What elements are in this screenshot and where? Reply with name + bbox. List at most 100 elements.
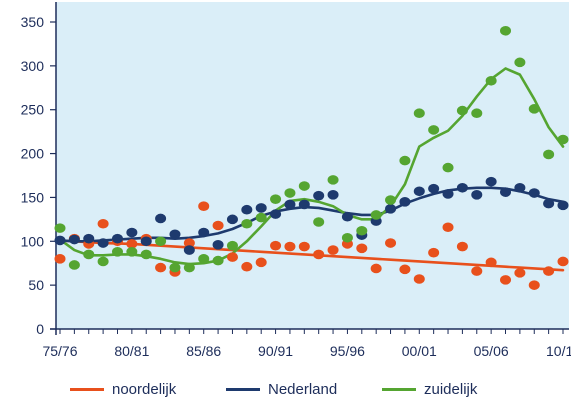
- plot-area: [56, 2, 569, 329]
- point-noordelijk: [413, 274, 425, 284]
- legend-label-nederland: Nederland: [268, 380, 338, 398]
- point-nederland: [83, 233, 95, 244]
- point-zuidelijk: [557, 134, 569, 145]
- point-zuidelijk: [68, 260, 80, 270]
- point-nederland: [514, 182, 526, 193]
- point-zuidelijk: [183, 262, 195, 273]
- point-noordelijk: [456, 241, 468, 252]
- legend-item-noordelijk: noordelijk: [70, 378, 176, 400]
- point-zuidelijk: [140, 249, 152, 260]
- point-nederland: [140, 236, 152, 247]
- point-nederland: [169, 229, 181, 240]
- point-nederland: [198, 227, 210, 238]
- point-zuidelijk: [500, 25, 512, 36]
- point-zuidelijk: [356, 225, 368, 236]
- point-zuidelijk: [97, 256, 109, 267]
- point-noordelijk: [514, 268, 526, 278]
- point-noordelijk: [356, 243, 368, 254]
- point-zuidelijk: [298, 181, 310, 191]
- point-nederland: [442, 189, 454, 199]
- point-noordelijk: [284, 241, 296, 252]
- legend-swatch-nederland: [226, 387, 260, 391]
- y-tick-label: 100: [21, 233, 45, 249]
- point-nederland: [313, 190, 325, 201]
- point-zuidelijk: [341, 232, 353, 243]
- point-noordelijk: [327, 245, 339, 255]
- point-nederland: [111, 233, 123, 244]
- point-nederland: [183, 245, 195, 255]
- x-tick-label: 75/76: [42, 343, 77, 359]
- x-tick-label: 90/91: [258, 343, 293, 359]
- point-noordelijk: [54, 254, 66, 264]
- point-zuidelijk: [327, 175, 339, 185]
- point-noordelijk: [183, 238, 195, 248]
- point-noordelijk: [155, 262, 167, 273]
- point-nederland: [485, 176, 497, 187]
- point-zuidelijk: [126, 247, 138, 257]
- point-noordelijk: [198, 201, 210, 211]
- point-noordelijk: [543, 266, 555, 276]
- point-noordelijk: [313, 249, 325, 260]
- x-tick-label: 10/11: [546, 343, 571, 359]
- point-zuidelijk: [428, 125, 440, 135]
- point-noordelijk: [428, 247, 440, 258]
- point-noordelijk: [370, 263, 382, 274]
- point-nederland: [341, 211, 353, 222]
- point-nederland: [327, 189, 339, 200]
- point-noordelijk: [97, 218, 109, 229]
- point-nederland: [97, 238, 109, 248]
- point-nederland: [471, 189, 483, 200]
- point-noordelijk: [385, 238, 397, 248]
- point-zuidelijk: [212, 255, 224, 266]
- point-nederland: [428, 183, 440, 194]
- y-tick-label: 200: [21, 146, 45, 162]
- point-zuidelijk: [313, 217, 325, 227]
- x-tick-label: 05/06: [474, 343, 509, 359]
- point-nederland: [385, 204, 397, 214]
- point-noordelijk: [126, 239, 138, 249]
- point-noordelijk: [270, 240, 282, 251]
- x-tick-label: 95/96: [330, 343, 365, 359]
- y-tick-label: 300: [21, 58, 45, 74]
- y-tick-label: 150: [21, 189, 45, 205]
- point-noordelijk: [500, 275, 512, 285]
- y-tick-label: 50: [28, 277, 44, 293]
- y-tick-label: 350: [21, 14, 45, 30]
- point-zuidelijk: [456, 105, 468, 116]
- y-tick-label: 250: [21, 102, 45, 118]
- legend-label-zuidelijk: zuidelijk: [424, 380, 478, 398]
- point-noordelijk: [485, 257, 497, 268]
- point-noordelijk: [399, 264, 411, 275]
- point-noordelijk: [241, 261, 253, 272]
- point-nederland: [226, 214, 238, 225]
- point-zuidelijk: [485, 75, 497, 86]
- point-nederland: [126, 227, 138, 238]
- legend-item-nederland: Nederland: [226, 378, 337, 400]
- legend-swatch-noordelijk: [70, 387, 104, 391]
- point-nederland: [456, 182, 468, 193]
- point-noordelijk: [471, 266, 483, 276]
- point-nederland: [500, 187, 512, 197]
- x-tick-label: 85/86: [186, 343, 221, 359]
- point-zuidelijk: [226, 240, 238, 251]
- point-noordelijk: [255, 257, 267, 268]
- point-zuidelijk: [528, 104, 540, 114]
- legend-label-noordelijk: noordelijk: [112, 380, 177, 398]
- point-nederland: [270, 209, 282, 219]
- point-noordelijk: [298, 241, 310, 252]
- y-tick-label: 0: [36, 321, 44, 337]
- legend-swatch-zuidelijk: [382, 387, 416, 391]
- point-zuidelijk: [255, 212, 267, 223]
- point-zuidelijk: [169, 262, 181, 273]
- point-nederland: [284, 199, 296, 210]
- point-nederland: [413, 186, 425, 197]
- point-zuidelijk: [155, 236, 167, 247]
- point-zuidelijk: [413, 108, 425, 119]
- point-nederland: [557, 200, 569, 211]
- legend: noordelijk Nederland zuidelijk: [0, 378, 571, 402]
- point-nederland: [241, 204, 253, 215]
- point-zuidelijk: [471, 108, 483, 119]
- point-nederland: [255, 203, 267, 213]
- point-nederland: [155, 213, 167, 224]
